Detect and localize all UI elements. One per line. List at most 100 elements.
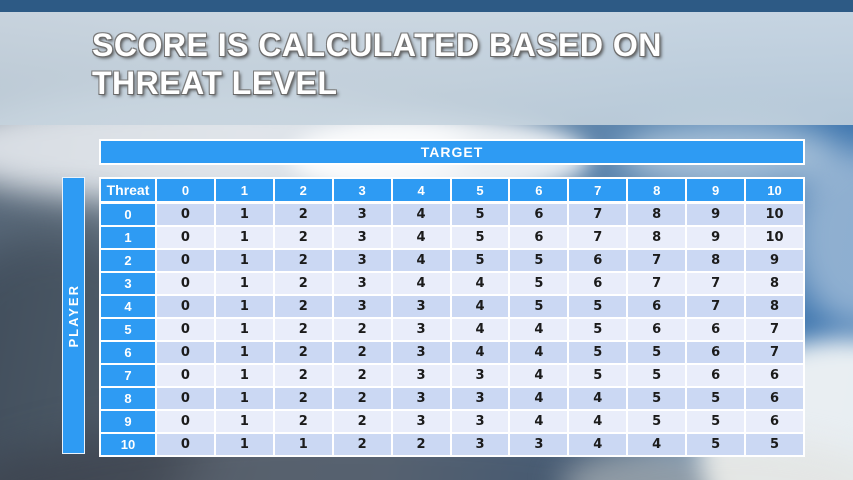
corner-header-threat: Threat	[99, 177, 157, 204]
column-header-target-6: 6	[508, 177, 570, 204]
score-cell: 4	[449, 340, 511, 365]
score-cell: 4	[508, 409, 570, 434]
score-cell: 5	[626, 386, 688, 411]
score-cell: 6	[744, 386, 805, 411]
score-cell: 4	[390, 225, 452, 250]
target-axis-label: TARGET	[99, 139, 805, 165]
score-cell: 2	[272, 409, 334, 434]
score-cell: 2	[331, 386, 393, 411]
score-cell: 1	[213, 432, 275, 457]
score-cell: 4	[508, 386, 570, 411]
score-cell: 5	[508, 294, 570, 319]
score-cell: 1	[213, 340, 275, 365]
score-cell: 6	[685, 363, 747, 388]
score-cell: 1	[213, 294, 275, 319]
score-cell: 4	[449, 294, 511, 319]
score-cell: 5	[449, 248, 511, 273]
top-accent-bar	[0, 0, 853, 12]
score-cell: 3	[331, 201, 393, 227]
score-cell: 8	[626, 201, 688, 227]
score-cell: 8	[685, 248, 747, 273]
score-cell: 5	[626, 363, 688, 388]
score-cell: 6	[508, 225, 570, 250]
score-cell: 4	[508, 340, 570, 365]
score-cell: 10	[744, 201, 805, 227]
row-header-threat-8: 8	[99, 386, 157, 411]
score-cell: 2	[272, 317, 334, 342]
score-cell: 2	[331, 340, 393, 365]
score-cell: 0	[155, 432, 216, 457]
score-cell: 3	[390, 386, 452, 411]
score-cell: 4	[390, 201, 452, 227]
score-cell: 4	[508, 363, 570, 388]
score-cell: 2	[272, 363, 334, 388]
page-title: SCORE IS CALCULATED BASED ON THREAT LEVE…	[0, 12, 853, 102]
column-header-target-1: 1	[213, 177, 275, 204]
score-cell: 7	[744, 317, 805, 342]
score-cell: 3	[331, 225, 393, 250]
score-table-body: 0 0 1 2 3 4 5 6 7 8 9 10 1 0 1 2 3 4 5 6 7 8 9 10 2 0 1 2 3 4 5 5 6 7 8 9 3 0…	[99, 201, 805, 457]
score-cell: 9	[685, 201, 747, 227]
score-cell: 3	[449, 386, 511, 411]
column-header-target-4: 4	[390, 177, 452, 204]
score-cell: 0	[155, 317, 216, 342]
score-cell: 7	[685, 271, 747, 296]
score-cell: 3	[331, 248, 393, 273]
score-cell: 5	[508, 248, 570, 273]
score-cell: 8	[744, 271, 805, 296]
score-cell: 1	[213, 225, 275, 250]
score-cell: 6	[744, 363, 805, 388]
score-cell: 2	[272, 340, 334, 365]
column-header-target-9: 9	[685, 177, 747, 204]
score-cell: 4	[390, 248, 452, 273]
score-cell: 1	[213, 409, 275, 434]
score-cell: 0	[155, 225, 216, 250]
table-row: 0 0 1 2 3 4 5 6 7 8 9 10	[99, 201, 805, 227]
score-cell: 7	[567, 201, 629, 227]
player-label: PLAYER	[66, 283, 81, 348]
score-cell: 1	[213, 317, 275, 342]
score-cell: 6	[567, 271, 629, 296]
score-cell: 4	[626, 432, 688, 457]
score-cell: 5	[567, 340, 629, 365]
score-cell: 3	[508, 432, 570, 457]
score-cell: 2	[390, 432, 452, 457]
table-row: 1 0 1 2 3 4 5 6 7 8 9 10	[99, 225, 805, 250]
score-cell: 0	[155, 409, 216, 434]
score-cell: 5	[685, 386, 747, 411]
title-band: SCORE IS CALCULATED BASED ON THREAT LEVE…	[0, 12, 853, 125]
player-axis-label: PLAYER	[62, 177, 85, 454]
score-cell: 5	[567, 294, 629, 319]
score-cell: 0	[155, 386, 216, 411]
score-cell: 2	[272, 201, 334, 227]
score-cell: 3	[449, 432, 511, 457]
target-label: TARGET	[420, 144, 484, 160]
score-cell: 6	[567, 248, 629, 273]
column-header-target-7: 7	[567, 177, 629, 204]
score-cell: 4	[390, 271, 452, 296]
row-header-threat-5: 5	[99, 317, 157, 342]
score-cell: 4	[449, 317, 511, 342]
score-cell: 6	[744, 409, 805, 434]
score-cell: 0	[155, 340, 216, 365]
score-cell: 2	[272, 294, 334, 319]
score-cell: 7	[626, 248, 688, 273]
score-cell: 4	[567, 432, 629, 457]
column-header-target-3: 3	[331, 177, 393, 204]
score-cell: 0	[155, 201, 216, 227]
score-cell: 0	[155, 363, 216, 388]
row-header-threat-2: 2	[99, 248, 157, 273]
score-cell: 7	[626, 271, 688, 296]
score-cell: 6	[626, 294, 688, 319]
score-cell: 5	[626, 340, 688, 365]
score-cell: 5	[685, 409, 747, 434]
score-cell: 3	[449, 363, 511, 388]
row-header-threat-10: 10	[99, 432, 157, 457]
score-cell: 7	[685, 294, 747, 319]
score-cell: 5	[567, 363, 629, 388]
score-cell: 1	[213, 201, 275, 227]
